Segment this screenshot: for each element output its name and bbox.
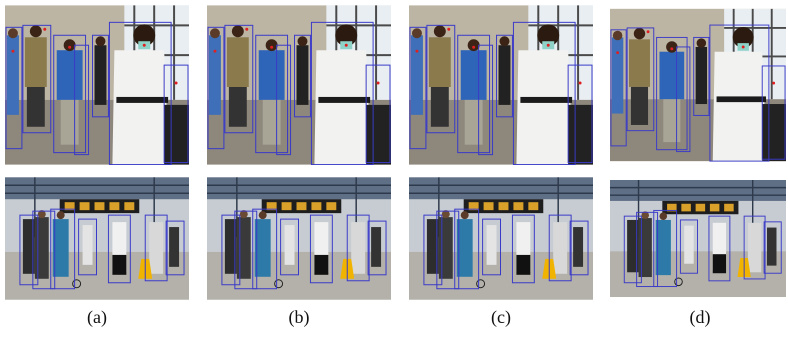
panel-label: (a) <box>87 307 107 328</box>
panel-b: (b) <box>207 5 391 328</box>
panel-a: (a) <box>5 5 189 328</box>
panel-label: (c) <box>491 307 511 328</box>
panel-d: (d) <box>610 7 786 328</box>
panel-label: (d) <box>690 307 711 328</box>
panel-label: (b) <box>289 307 310 328</box>
panel-c: (c) <box>409 5 593 328</box>
